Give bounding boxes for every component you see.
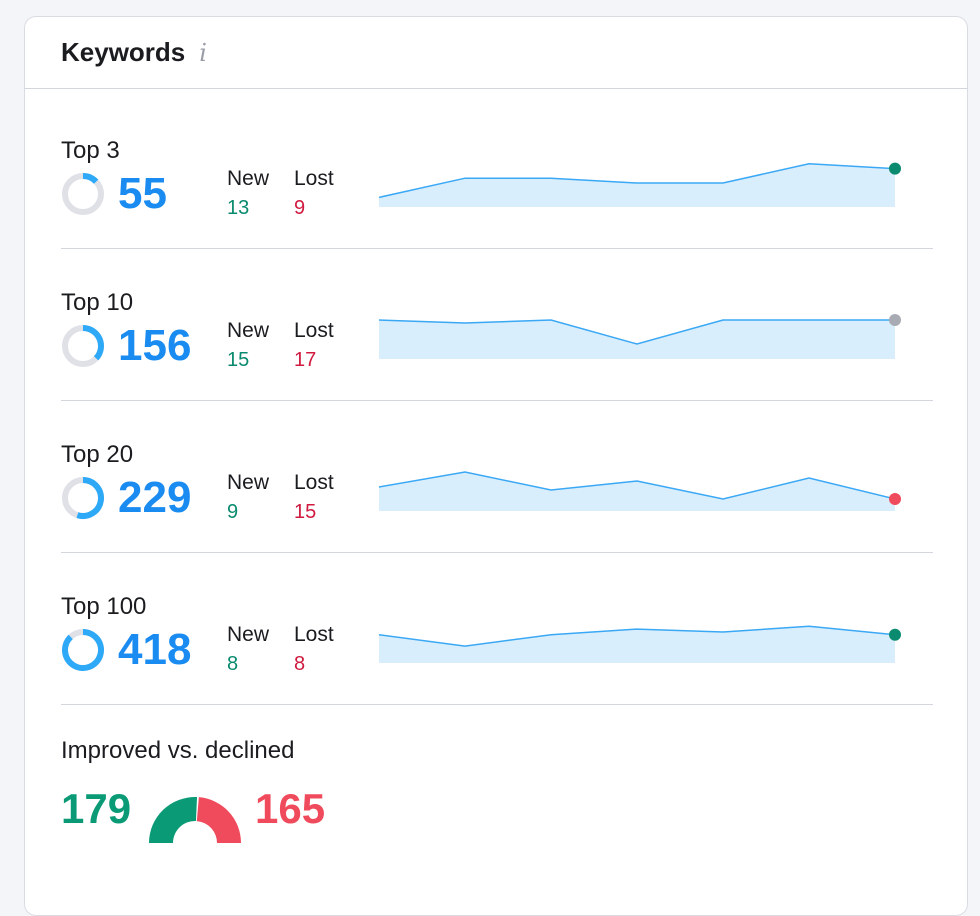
lost-count[interactable]: 9 bbox=[294, 197, 306, 219]
trend-sparkline bbox=[378, 162, 901, 207]
sparkline-area bbox=[379, 472, 895, 511]
keyword-count[interactable]: 418 bbox=[118, 625, 192, 674]
donut-share-arc bbox=[62, 629, 104, 671]
sparkline-line bbox=[378, 163, 896, 199]
new-label: New bbox=[227, 167, 270, 190]
keyword-row-top10: Top 10 156 New Lost 15 17 bbox=[61, 249, 933, 401]
keyword-row-top3: Top 3 55 New Lost 13 9 bbox=[61, 97, 933, 249]
trend-sparkline bbox=[378, 625, 901, 663]
share-donut-icon bbox=[62, 325, 104, 367]
row-label: Top 20 bbox=[61, 441, 134, 468]
lost-label: Lost bbox=[294, 471, 334, 494]
new-label: New bbox=[227, 471, 270, 494]
donut-share-arc bbox=[82, 325, 104, 361]
new-label: New bbox=[227, 319, 270, 342]
row-label: Top 100 bbox=[61, 593, 147, 620]
improved-count[interactable]: 179 bbox=[61, 785, 132, 832]
gauge-declined-segment bbox=[196, 797, 241, 843]
declined-count[interactable]: 165 bbox=[255, 785, 326, 832]
new-label: New bbox=[227, 623, 270, 646]
keyword-count[interactable]: 229 bbox=[118, 473, 192, 522]
lost-count[interactable]: 8 bbox=[294, 653, 306, 675]
share-donut-icon bbox=[62, 173, 104, 215]
info-icon[interactable]: i bbox=[199, 38, 207, 67]
sparkline-line bbox=[378, 471, 896, 500]
trend-sparkline bbox=[378, 471, 901, 511]
sparkline-area bbox=[379, 163, 895, 207]
widget-header: Keywords i bbox=[25, 17, 967, 89]
sparkline-end-dot bbox=[889, 493, 901, 505]
new-count[interactable]: 8 bbox=[227, 653, 239, 675]
share-donut-icon bbox=[62, 629, 104, 671]
trend-sparkline bbox=[378, 314, 901, 359]
keywords-widget: Keywords i Top 3 55 New Lost 13 9 Top 10… bbox=[24, 16, 968, 916]
donut-share-arc bbox=[82, 173, 99, 184]
keyword-count[interactable]: 55 bbox=[118, 169, 167, 218]
row-label: Top 10 bbox=[61, 289, 134, 316]
sparkline-area bbox=[379, 320, 895, 359]
sparkline-end-dot bbox=[889, 628, 901, 641]
lost-label: Lost bbox=[294, 167, 334, 190]
new-count[interactable]: 15 bbox=[227, 349, 250, 371]
share-donut-icon bbox=[62, 477, 104, 519]
lost-count[interactable]: 17 bbox=[294, 349, 317, 371]
lost-label: Lost bbox=[294, 319, 334, 342]
improved-declined-label: Improved vs. declined bbox=[61, 737, 295, 764]
widget-title: Keywords bbox=[61, 37, 186, 67]
sparkline-end-dot bbox=[889, 314, 901, 326]
lost-label: Lost bbox=[294, 623, 334, 646]
sparkline-line bbox=[378, 319, 895, 345]
keyword-row-top100: Top 100 418 New Lost 8 8 bbox=[61, 553, 933, 705]
half-donut-gauge bbox=[149, 797, 241, 843]
donut-share-arc bbox=[76, 477, 104, 519]
sparkline-end-dot bbox=[889, 162, 901, 175]
keyword-count[interactable]: 156 bbox=[118, 321, 192, 370]
new-count[interactable]: 9 bbox=[227, 501, 239, 523]
sparkline-line bbox=[378, 625, 896, 647]
new-count[interactable]: 13 bbox=[227, 197, 250, 219]
keyword-row-top20: Top 20 229 New Lost 9 15 bbox=[61, 401, 933, 553]
lost-count[interactable]: 15 bbox=[294, 501, 317, 523]
sparkline-area bbox=[379, 626, 895, 663]
row-label: Top 3 bbox=[61, 137, 120, 164]
gauge-improved-segment bbox=[149, 797, 198, 843]
